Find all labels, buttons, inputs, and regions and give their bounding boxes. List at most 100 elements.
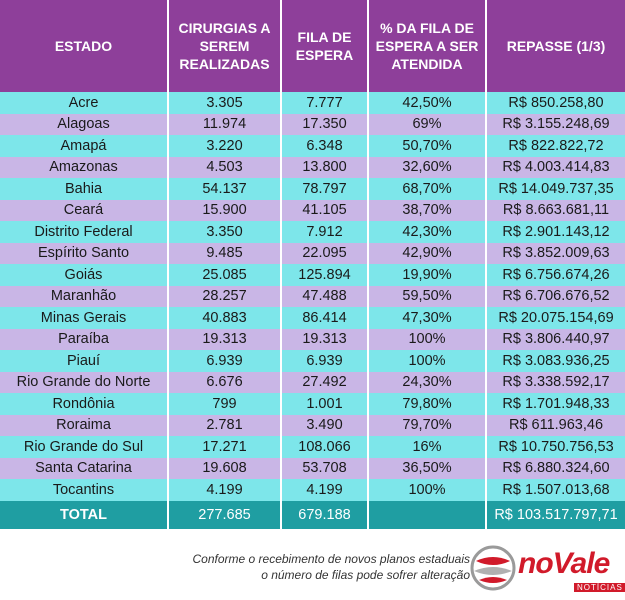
table-row: Goiás 25.085 125.894 19,90% R$ 6.756.674,26	[0, 264, 625, 286]
cell-cirurgias: 19.313	[167, 328, 281, 350]
cell-estado: Piauí	[0, 350, 168, 372]
cell-fila: 4.199	[280, 479, 368, 501]
cell-fila: 1.001	[280, 393, 368, 415]
header-estado: ESTADO	[0, 0, 168, 92]
cell-fila: 125.894	[280, 264, 368, 286]
cell-estado: Rio Grande do Norte	[0, 371, 168, 393]
cell-repasse: R$ 4.003.414,83	[485, 156, 625, 178]
cell-percentual: 38,70%	[367, 199, 486, 221]
cell-cirurgias: 3.220	[167, 135, 281, 157]
cell-estado: Ceará	[0, 199, 168, 221]
cell-percentual: 100%	[367, 350, 486, 372]
cell-repasse: R$ 10.750.756,53	[485, 436, 625, 458]
cell-percentual: 100%	[367, 328, 486, 350]
cell-fila: 3.490	[280, 414, 368, 436]
cell-estado: Goiás	[0, 264, 168, 286]
cell-cirurgias: 6.939	[167, 350, 281, 372]
cell-repasse: R$ 8.663.681,11	[485, 199, 625, 221]
cell-fila: 27.492	[280, 371, 368, 393]
globe-icon	[470, 545, 516, 591]
cell-estado: Bahia	[0, 178, 168, 200]
total-fila: 679.188	[280, 500, 368, 529]
cell-fila: 13.800	[280, 156, 368, 178]
cell-repasse: R$ 611.963,46	[485, 414, 625, 436]
table-body: Acre 3.305 7.777 42,50% R$ 850.258,80 Alagoas…	[0, 92, 625, 501]
cell-percentual: 24,30%	[367, 371, 486, 393]
cell-estado: Amapá	[0, 135, 168, 157]
cell-cirurgias: 4.199	[167, 479, 281, 501]
cell-estado: Rondônia	[0, 393, 168, 415]
table-row: Roraima 2.781 3.490 79,70% R$ 611.963,46	[0, 414, 625, 436]
total-cirurgias: 277.685	[167, 500, 281, 529]
table-row: Amazonas 4.503 13.800 32,60% R$ 4.003.414,83	[0, 156, 625, 178]
cell-percentual: 68,70%	[367, 178, 486, 200]
cell-cirurgias: 3.350	[167, 221, 281, 243]
table-row: Paraíba 19.313 19.313 100% R$ 3.806.440,97	[0, 328, 625, 350]
cell-estado: Maranhão	[0, 285, 168, 307]
cell-repasse: R$ 6.880.324,60	[485, 457, 625, 479]
cell-percentual: 50,70%	[367, 135, 486, 157]
cell-repasse: R$ 6.706.676,52	[485, 285, 625, 307]
cell-estado: Paraíba	[0, 328, 168, 350]
cell-repasse: R$ 20.075.154,69	[485, 307, 625, 329]
cell-repasse: R$ 3.155.248,69	[485, 113, 625, 135]
cell-percentual: 32,60%	[367, 156, 486, 178]
cell-fila: 17.350	[280, 113, 368, 135]
table-row: Santa Catarina 19.608 53.708 36,50% R$ 6.880…	[0, 457, 625, 479]
cell-percentual: 79,70%	[367, 414, 486, 436]
cell-percentual: 100%	[367, 479, 486, 501]
cell-percentual: 19,90%	[367, 264, 486, 286]
table-row: Minas Gerais 40.883 86.414 47,30% R$ 20.075.…	[0, 307, 625, 329]
cell-estado: Alagoas	[0, 113, 168, 135]
header-repasse: REPASSE (1/3)	[485, 0, 625, 92]
cell-cirurgias: 15.900	[167, 199, 281, 221]
cell-percentual: 16%	[367, 436, 486, 458]
header-cirurgias: CIRURGIAS A SEREM REALIZADAS	[167, 0, 281, 92]
cell-cirurgias: 54.137	[167, 178, 281, 200]
cell-fila: 6.348	[280, 135, 368, 157]
cell-repasse: R$ 3.338.592,17	[485, 371, 625, 393]
repasse-table: ESTADO CIRURGIAS A SEREM REALIZADAS FILA…	[0, 0, 625, 529]
cell-cirurgias: 6.676	[167, 371, 281, 393]
cell-estado: Minas Gerais	[0, 307, 168, 329]
cell-percentual: 47,30%	[367, 307, 486, 329]
cell-fila: 78.797	[280, 178, 368, 200]
cell-fila: 19.313	[280, 328, 368, 350]
logo-subtitle: NOTÍCIAS	[574, 583, 625, 592]
total-label: TOTAL	[0, 500, 168, 529]
table-row: Espírito Santo 9.485 22.095 42,90% R$ 3.852.…	[0, 242, 625, 264]
novale-logo: noVale NOTÍCIAS	[470, 543, 625, 595]
cell-estado: Santa Catarina	[0, 457, 168, 479]
table-row: Rondônia 799 1.001 79,80% R$ 1.701.948,33	[0, 393, 625, 415]
cell-estado: Rio Grande do Sul	[0, 436, 168, 458]
cell-repasse: R$ 3.806.440,97	[485, 328, 625, 350]
table-row: Distrito Federal 3.350 7.912 42,30% R$ 2.901…	[0, 221, 625, 243]
cell-repasse: R$ 2.901.143,12	[485, 221, 625, 243]
cell-cirurgias: 11.974	[167, 113, 281, 135]
footer-note: Conforme o recebimento de novos planos e…	[110, 551, 471, 583]
cell-cirurgias: 28.257	[167, 285, 281, 307]
cell-cirurgias: 9.485	[167, 242, 281, 264]
cell-fila: 6.939	[280, 350, 368, 372]
cell-percentual: 79,80%	[367, 393, 486, 415]
header-percentual: % DA FILA DE ESPERA A SER ATENDIDA	[367, 0, 486, 92]
total-row: TOTAL 277.685 679.188 R$ 103.517.797,71	[0, 500, 625, 529]
cell-fila: 22.095	[280, 242, 368, 264]
cell-repasse: R$ 850.258,80	[485, 92, 625, 114]
table-row: Maranhão 28.257 47.488 59,50% R$ 6.706.676,5…	[0, 285, 625, 307]
table-row: Rio Grande do Sul 17.271 108.066 16% R$ 10.7…	[0, 436, 625, 458]
cell-repasse: R$ 6.756.674,26	[485, 264, 625, 286]
table-row: Piauí 6.939 6.939 100% R$ 3.083.936,25	[0, 350, 625, 372]
cell-cirurgias: 40.883	[167, 307, 281, 329]
cell-percentual: 42,50%	[367, 92, 486, 114]
cell-repasse: R$ 822.822,72	[485, 135, 625, 157]
cell-repasse: R$ 1.507.013,68	[485, 479, 625, 501]
cell-fila: 41.105	[280, 199, 368, 221]
cell-repasse: R$ 1.701.948,33	[485, 393, 625, 415]
footer-line-2: o número de filas pode sofrer alteração	[261, 568, 470, 582]
cell-estado: Roraima	[0, 414, 168, 436]
cell-percentual: 42,90%	[367, 242, 486, 264]
cell-cirurgias: 799	[167, 393, 281, 415]
cell-fila: 7.912	[280, 221, 368, 243]
cell-estado: Distrito Federal	[0, 221, 168, 243]
